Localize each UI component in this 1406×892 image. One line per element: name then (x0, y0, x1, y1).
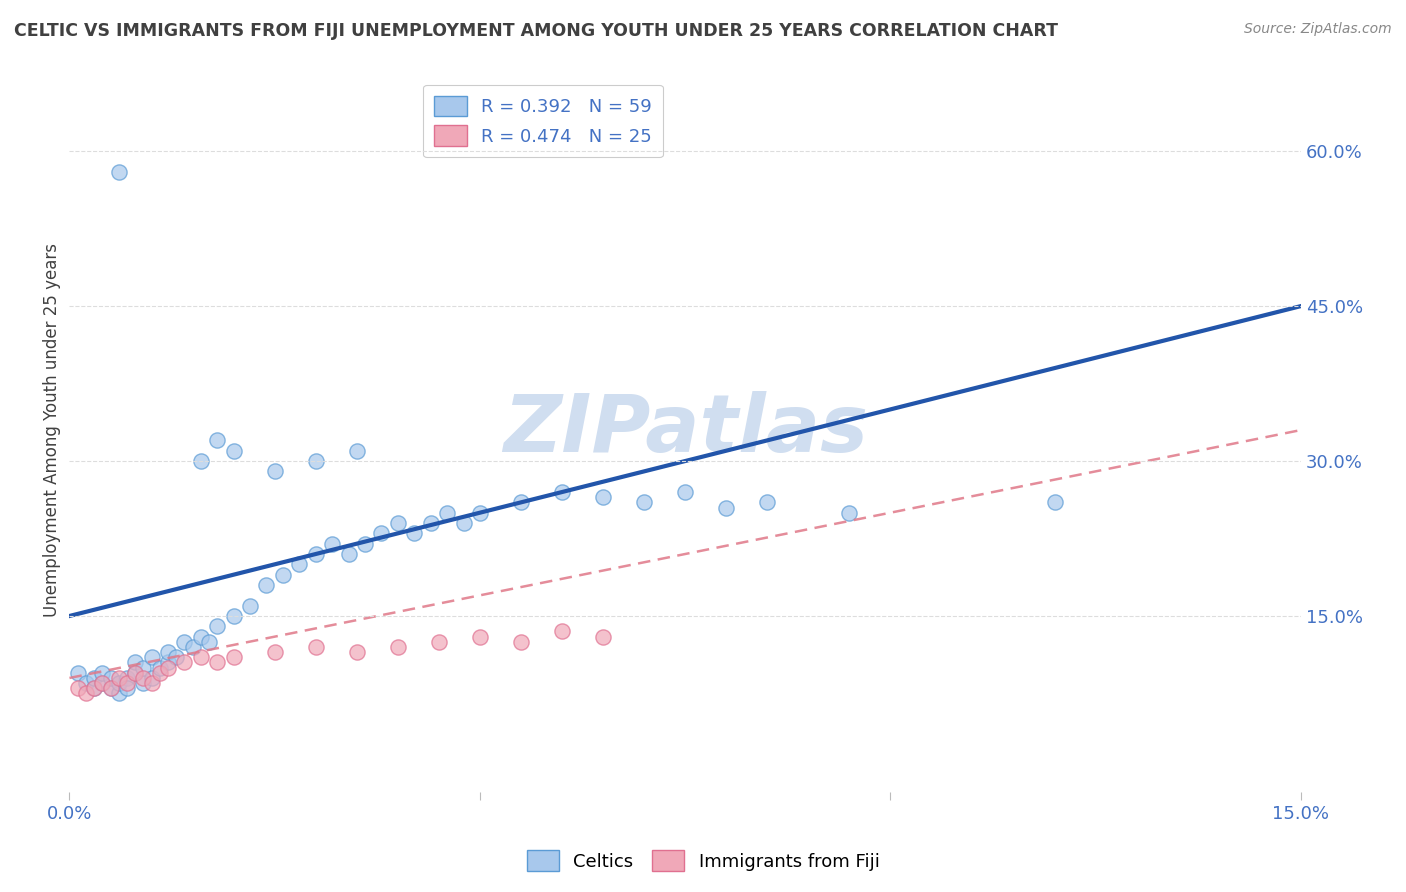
Point (222, 609, 245, 624)
Point (198, 635, 221, 649)
Point (83, 671, 105, 685)
Point (354, 537, 377, 551)
Point (100, 681, 122, 696)
Point (205, 656, 228, 670)
Legend: R = 0.392   N = 59, R = 0.474   N = 25: R = 0.392 N = 59, R = 0.474 N = 25 (423, 85, 662, 157)
Point (633, 495, 655, 509)
Point (66, 665, 89, 680)
Point (181, 640, 204, 654)
Point (436, 506, 458, 520)
Point (263, 645, 285, 659)
Point (370, 526, 392, 541)
Point (100, 671, 122, 685)
Point (124, 665, 146, 680)
Point (156, 656, 179, 670)
Point (107, 686, 129, 700)
Text: ZIPatlas: ZIPatlas (503, 391, 868, 469)
Point (156, 645, 179, 659)
Point (592, 490, 614, 504)
Point (453, 516, 475, 530)
Point (141, 676, 163, 690)
Point (205, 619, 228, 633)
Point (551, 624, 574, 639)
Point (91, 665, 114, 680)
Point (83, 681, 105, 696)
Point (156, 660, 179, 674)
Point (716, 500, 738, 515)
Point (551, 485, 574, 500)
Point (100, 681, 122, 696)
Point (756, 495, 779, 509)
Point (387, 640, 409, 654)
Point (305, 547, 328, 561)
Point (263, 464, 285, 478)
Point (404, 526, 426, 541)
Point (107, 165, 129, 179)
Point (271, 567, 294, 582)
Point (673, 485, 696, 500)
Point (510, 635, 533, 649)
Point (132, 660, 155, 674)
Point (124, 665, 146, 680)
Point (190, 650, 212, 665)
Point (75, 686, 97, 700)
Point (419, 516, 441, 530)
Legend: Celtics, Immigrants from Fiji: Celtics, Immigrants from Fiji (519, 843, 887, 879)
Point (115, 671, 138, 685)
Point (149, 665, 172, 680)
Point (190, 454, 212, 468)
Point (1043, 495, 1066, 509)
Point (305, 454, 328, 468)
Point (107, 676, 129, 690)
Point (838, 506, 860, 520)
Point (321, 537, 343, 551)
Point (346, 443, 368, 458)
Point (83, 681, 105, 696)
Point (91, 676, 114, 690)
Text: Source: ZipAtlas.com: Source: ZipAtlas.com (1244, 22, 1392, 37)
Point (346, 645, 368, 659)
Text: CELTIC VS IMMIGRANTS FROM FIJI UNEMPLOYMENT AMONG YOUTH UNDER 25 YEARS CORRELATI: CELTIC VS IMMIGRANTS FROM FIJI UNEMPLOYM… (14, 22, 1059, 40)
Point (592, 630, 614, 644)
Point (91, 676, 114, 690)
Point (468, 506, 491, 520)
Point (222, 650, 245, 665)
Point (66, 681, 89, 696)
Point (205, 434, 228, 448)
Point (124, 656, 146, 670)
Point (305, 640, 328, 654)
Point (75, 676, 97, 690)
Point (115, 676, 138, 690)
Point (149, 660, 172, 674)
Point (141, 650, 163, 665)
Y-axis label: Unemployment Among Youth under 25 years: Unemployment Among Youth under 25 years (44, 243, 60, 617)
Point (190, 630, 212, 644)
Point (173, 656, 195, 670)
Point (288, 558, 311, 572)
Point (337, 547, 360, 561)
Point (107, 671, 129, 685)
Point (132, 676, 155, 690)
Point (510, 495, 533, 509)
Point (173, 635, 195, 649)
Point (132, 671, 155, 685)
Point (239, 599, 262, 613)
Point (141, 671, 163, 685)
Point (165, 650, 187, 665)
Point (387, 516, 409, 530)
Point (222, 443, 245, 458)
Point (256, 578, 278, 592)
Point (468, 630, 491, 644)
Point (115, 681, 138, 696)
Point (427, 635, 450, 649)
